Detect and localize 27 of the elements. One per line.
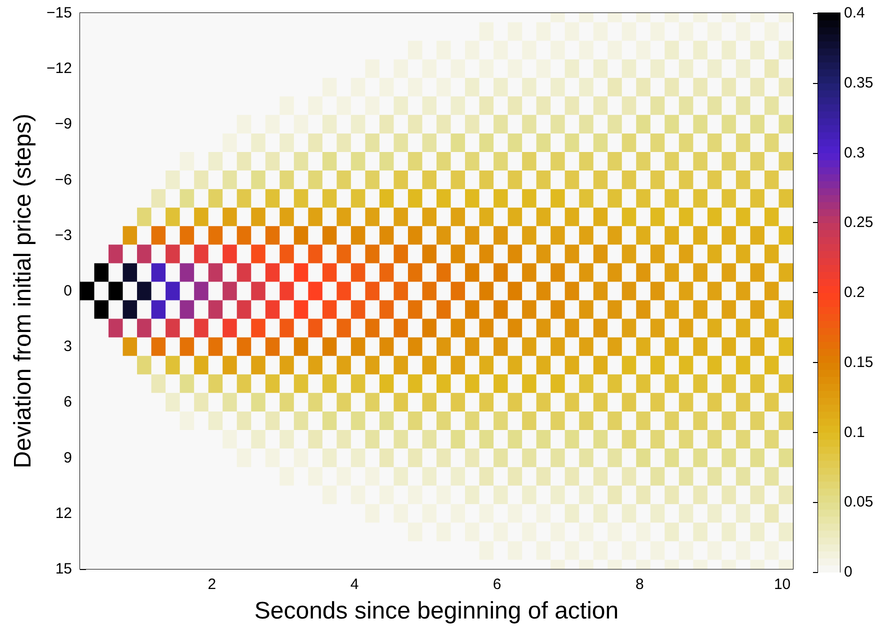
y-tick-label: −3	[54, 226, 72, 244]
y-tick-label: 9	[64, 449, 72, 466]
color-bar-label: 0	[844, 564, 852, 580]
color-bar-label: 0.25	[844, 214, 874, 232]
y-tick-label: 12	[55, 504, 72, 522]
color-bar-label: 0.05	[844, 494, 874, 511]
x-axis-title: Seconds since beginning of action	[254, 598, 619, 624]
color-bar-label: 0.15	[844, 354, 874, 371]
y-axis-title: Deviation from initial price (steps)	[10, 114, 36, 468]
color-bar-label: 0.4	[844, 4, 865, 22]
color-bar-label: 0.35	[844, 74, 874, 92]
x-tick-label: 4	[350, 576, 359, 593]
y-tick-label: −12	[46, 60, 72, 78]
y-tick-label: 3	[64, 338, 72, 356]
x-tick-label: 8	[636, 576, 644, 593]
y-tick-label: −15	[46, 4, 72, 22]
color-bar-label: 0.2	[844, 284, 865, 301]
y-tick-label: −9	[54, 116, 72, 133]
y-tick-label: 15	[55, 560, 72, 578]
x-tick-label: 6	[492, 576, 502, 593]
y-tick-label: −6	[54, 171, 72, 188]
x-tick-label: 2	[208, 576, 216, 593]
color-bar-label: 0.3	[844, 144, 865, 162]
x-tick-label: 10	[774, 576, 791, 593]
y-tick-label: 0	[64, 282, 72, 300]
color-bar-label: 0.1	[844, 424, 865, 441]
y-tick-label: 6	[64, 394, 72, 411]
